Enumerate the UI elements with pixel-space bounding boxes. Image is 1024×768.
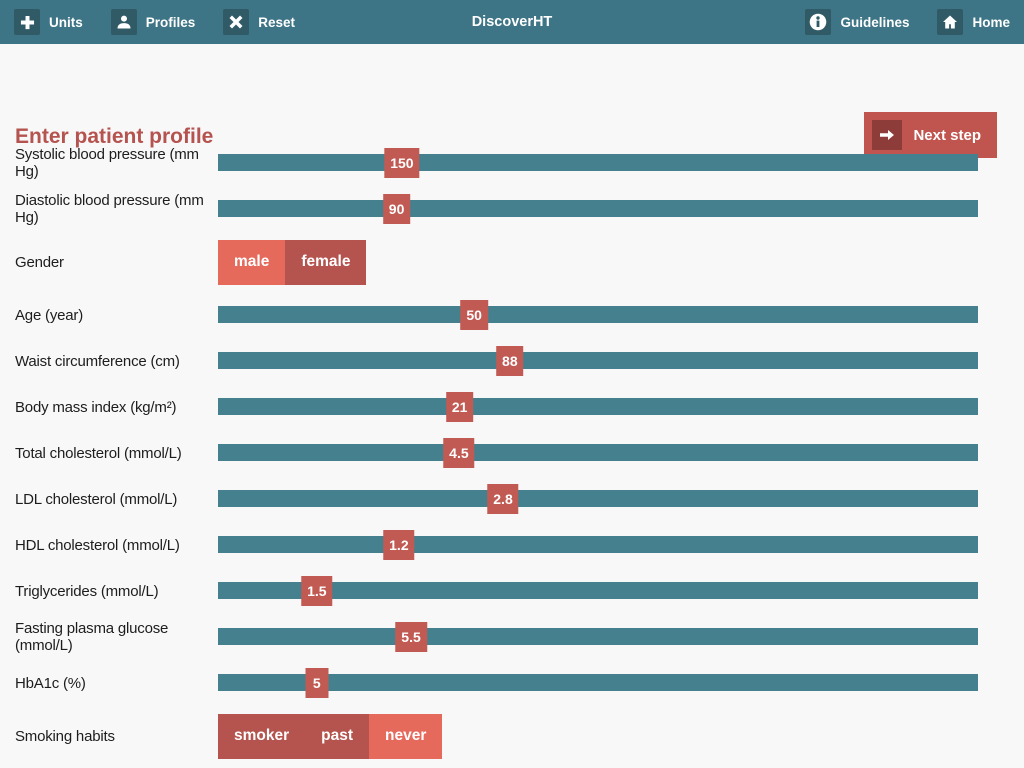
toggle-group: smoker past never (218, 713, 443, 759)
field-label: HbA1c (%) (15, 674, 86, 692)
form-row: Gender male female (0, 232, 1024, 292)
slider-track[interactable] (218, 398, 978, 415)
nav-item-label: Home (972, 14, 1010, 30)
form-row: Body mass index (kg/m²) 21 (0, 384, 1024, 430)
nav-item-label: Reset (258, 14, 296, 30)
slider-handle[interactable]: 150 (384, 148, 420, 178)
form-row: Total cholesterol (mmol/L) 4.5 (0, 430, 1024, 476)
field-label: LDL cholesterol (mmol/L) (15, 490, 178, 508)
toggle-option-smoker[interactable]: smoker (218, 713, 306, 759)
slider[interactable]: 150 (218, 140, 978, 186)
slider-track[interactable] (218, 154, 978, 171)
nav-item-profiles[interactable]: Profiles (110, 9, 196, 35)
slider[interactable]: 5 (218, 660, 978, 706)
slider-handle[interactable]: 4.5 (443, 438, 475, 468)
next-step-button[interactable]: Next step (864, 112, 997, 158)
slider-track[interactable] (218, 200, 978, 217)
app-title: DiscoverHT (471, 14, 553, 30)
slider-handle[interactable]: 21 (445, 392, 474, 422)
slider[interactable]: 2.8 (218, 476, 978, 522)
field-label: Systolic blood pressure (mm Hg) (15, 146, 199, 180)
slider-handle[interactable]: 1.2 (383, 530, 415, 560)
field-label: Fasting plasma glucose (mmol/L) (15, 620, 169, 654)
patient-profile-form: Systolic blood pressure (mm Hg) 150 Dias… (0, 140, 1024, 766)
nav-item-label: Guidelines (840, 14, 910, 30)
slider-track[interactable] (218, 582, 978, 599)
form-row: HDL cholesterol (mmol/L) 1.2 (0, 522, 1024, 568)
field-label: Gender (15, 253, 64, 271)
slider[interactable]: 88 (218, 338, 978, 384)
field-label: Total cholesterol (mmol/L) (15, 444, 182, 462)
slider[interactable]: 21 (218, 384, 978, 430)
slider-handle[interactable]: 5 (305, 668, 329, 698)
plus-icon (14, 9, 40, 35)
toggle-group: male female (218, 239, 367, 285)
slider[interactable]: 50 (218, 292, 978, 338)
page-title: Enter patient profile (15, 125, 214, 148)
slider-track[interactable] (218, 444, 978, 461)
slider-track[interactable] (218, 352, 978, 369)
home-icon (937, 9, 964, 35)
field-label: Diastolic blood pressure (mm Hg) (15, 192, 204, 226)
slider-track[interactable] (218, 306, 978, 323)
slider-handle[interactable]: 5.5 (395, 622, 427, 652)
field-label: Age (year) (15, 306, 84, 324)
slider-handle[interactable]: 88 (496, 346, 524, 376)
toggle-option-male[interactable]: male (218, 239, 286, 285)
slider[interactable]: 1.2 (218, 522, 978, 568)
info-icon (805, 9, 832, 35)
field-label: HDL cholesterol (mmol/L) (15, 536, 180, 554)
field-label: Smoking habits (15, 727, 115, 745)
nav-item-label: Units (49, 14, 83, 30)
form-row: Triglycerides (mmol/L) 1.5 (0, 568, 1024, 614)
nav-item-units[interactable]: Units (14, 9, 83, 35)
nav-item-home[interactable]: Home (937, 9, 1010, 35)
slider[interactable]: 90 (218, 186, 978, 232)
nav-item-guidelines[interactable]: Guidelines (805, 9, 909, 35)
field-label: Waist circumference (cm) (15, 352, 180, 370)
toggle-option-past[interactable]: past (305, 713, 370, 759)
slider[interactable]: 4.5 (218, 430, 978, 476)
slider-track[interactable] (218, 490, 978, 507)
person-icon (110, 9, 137, 35)
form-row: LDL cholesterol (mmol/L) 2.8 (0, 476, 1024, 522)
form-row: Waist circumference (cm) 88 (0, 338, 1024, 384)
form-row: Smoking habits smoker past never (0, 706, 1024, 766)
slider-track[interactable] (218, 536, 978, 553)
navbar: Units Profiles Reset DiscoverHT Guidelin… (0, 0, 1024, 44)
form-row: Fasting plasma glucose (mmol/L) 5.5 (0, 614, 1024, 660)
slider[interactable]: 5.5 (218, 614, 978, 660)
toggle-option-female[interactable]: female (285, 239, 367, 285)
x-icon (223, 9, 250, 35)
slider-handle[interactable]: 90 (382, 194, 411, 224)
field-label: Triglycerides (mmol/L) (15, 582, 159, 600)
slider[interactable]: 1.5 (218, 568, 978, 614)
slider-handle[interactable]: 1.5 (301, 576, 333, 606)
navbar-left-group: Units Profiles Reset (14, 9, 323, 35)
nav-item-label: Profiles (145, 14, 196, 30)
form-row: Systolic blood pressure (mm Hg) 150 (0, 140, 1024, 186)
nav-item-reset[interactable]: Reset (223, 9, 295, 35)
slider-track[interactable] (218, 628, 978, 645)
toggle-option-never[interactable]: never (369, 713, 443, 759)
form-row: Diastolic blood pressure (mm Hg) 90 (0, 186, 1024, 232)
field-label: Body mass index (kg/m²) (15, 398, 177, 416)
arrow-right-icon (872, 120, 903, 150)
form-row: HbA1c (%) 5 (0, 660, 1024, 706)
slider-track[interactable] (218, 674, 978, 691)
slider-handle[interactable]: 50 (460, 300, 488, 330)
slider-handle[interactable]: 2.8 (487, 484, 519, 514)
page-header: Enter patient profile Next step (0, 44, 1024, 158)
navbar-right-group: Guidelines Home (777, 9, 1010, 35)
form-row: Age (year) 50 (0, 292, 1024, 338)
next-step-label: Next step (913, 126, 981, 144)
